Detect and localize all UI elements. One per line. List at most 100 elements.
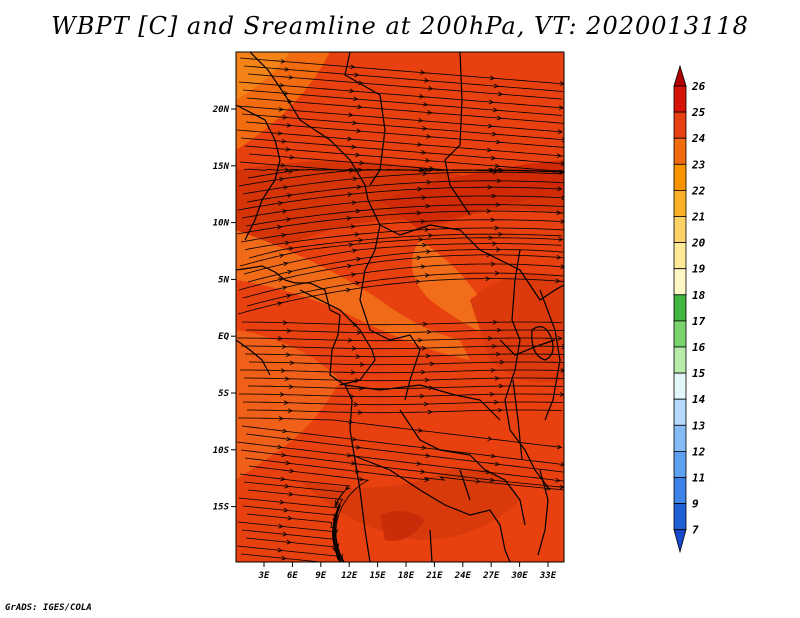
streamline-arrow: [498, 231, 504, 237]
streamline-arrow: [492, 107, 499, 113]
streamline: [247, 249, 564, 283]
streamline-arrow: [289, 360, 295, 366]
streamline-arrow: [281, 344, 287, 349]
colorbar-level-label: 22: [691, 184, 706, 197]
streamline-arrow: [349, 88, 355, 94]
streamline-arrow: [487, 436, 493, 441]
colorbar-swatch: [673, 398, 687, 426]
streamline-arrow: [280, 476, 286, 482]
colorbar-swatch: [673, 372, 687, 400]
streamline-arrow: [281, 555, 287, 561]
streamline-arrow: [424, 227, 430, 232]
lon-tick-label: 15E: [369, 571, 386, 581]
streamline-arrow: [490, 261, 496, 267]
streamline-arrow: [338, 554, 343, 560]
streamline-arrow: [557, 129, 563, 134]
colorbar-swatch: [673, 163, 687, 191]
streamline-arrow: [286, 122, 292, 128]
streamline-arrow: [354, 232, 360, 237]
streamline-arrow: [355, 280, 361, 286]
streamline: [236, 441, 564, 482]
lon-tick-label: 18E: [398, 571, 415, 581]
streamline: [241, 195, 564, 219]
streamline-arrow: [335, 500, 340, 506]
streamline-arrow: [346, 452, 353, 458]
streamline-arrow: [286, 217, 292, 222]
streamline: [240, 219, 564, 243]
streamline-arrow: [425, 249, 431, 254]
lon-tick-label: 21E: [425, 571, 443, 581]
streamline-arrow: [278, 416, 284, 421]
streamline-arrow: [424, 377, 430, 383]
streamline-arrow: [491, 131, 498, 137]
streamline-arrow: [286, 293, 292, 299]
streamline-arrow: [417, 186, 423, 192]
streamline-arrow: [359, 362, 365, 367]
streamline: [246, 329, 564, 334]
streamline: [247, 409, 562, 414]
streamline: [249, 361, 564, 366]
streamline-arrow: [358, 238, 364, 243]
streamline-arrow: [420, 70, 426, 75]
streamline-arrow: [346, 216, 352, 221]
streamline-arrow: [351, 272, 357, 278]
streamline-arrow: [422, 321, 428, 327]
streamline-arrow: [417, 142, 423, 147]
streamline-arrow: [425, 453, 431, 458]
streamline-arrow: [283, 507, 289, 513]
streamline-arrow: [354, 72, 360, 78]
streamline-arrow: [352, 248, 358, 254]
streamline-arrow: [424, 78, 430, 83]
streamline-arrow: [282, 114, 288, 120]
streamline-arrow: [425, 158, 431, 163]
streamline-arrow: [286, 436, 292, 442]
streamline-arrow: [288, 169, 294, 174]
lon-tick-label: 30E: [510, 571, 528, 581]
colorbar-level-label: 20: [691, 237, 706, 250]
streamline: [241, 425, 564, 466]
streamline-arrow: [489, 391, 495, 397]
colorbar-swatch: [673, 450, 687, 478]
streamline: [246, 180, 564, 203]
streamline-arrow: [560, 368, 564, 373]
streamline: [241, 113, 564, 141]
streamline-arrow: [490, 367, 496, 373]
streamline-arrow: [425, 353, 431, 359]
lat-tick-label: 15N: [213, 162, 230, 172]
streamline: [247, 73, 563, 100]
streamline-arrow: [358, 476, 365, 482]
lon-tick-label: 6E: [287, 571, 298, 581]
streamline: [244, 377, 564, 382]
streamline-arrow: [420, 264, 426, 270]
streamline-arrow: [488, 235, 494, 241]
streamline-arrow: [421, 150, 427, 155]
streamline-arrow: [494, 375, 500, 381]
streamline-arrow: [421, 345, 427, 351]
streamline-arrow: [418, 118, 424, 123]
streamline: [245, 121, 564, 148]
streamline-arrow: [418, 237, 424, 242]
colorbar-level-label: 15: [692, 367, 706, 380]
streamline-arrow: [350, 64, 356, 70]
chart-title: WBPT [C] and Sreamline at 200hPa, VT: 20…: [51, 12, 749, 40]
colorbar-swatch: [673, 242, 687, 270]
streamline: [238, 254, 564, 291]
map-panel: 20N 15N 10N 5N EQ 5S 10S 15S 3E 6E 9E 12E 15E 18E 21E…: [212, 51, 565, 581]
lon-tick-label: 27E: [482, 571, 500, 581]
streamline-arrow: [558, 105, 564, 110]
streamline-arrow: [277, 200, 284, 206]
streamline: [237, 105, 563, 133]
streamline: [246, 272, 564, 307]
streamline-arrow: [490, 155, 497, 161]
streamline-arrow: [493, 83, 500, 89]
streamline: [236, 545, 339, 561]
colorbar-level-label: 13: [692, 419, 706, 432]
streamline-arrow: [280, 368, 286, 373]
streamline-arrow: [355, 354, 361, 359]
streamline-arrow: [288, 246, 294, 251]
streamline-arrow: [346, 263, 353, 269]
streamline-arrow: [277, 301, 283, 307]
streamline-arrow: [491, 193, 497, 199]
streamline-arrow: [285, 146, 291, 152]
streamline-arrow: [422, 126, 428, 131]
